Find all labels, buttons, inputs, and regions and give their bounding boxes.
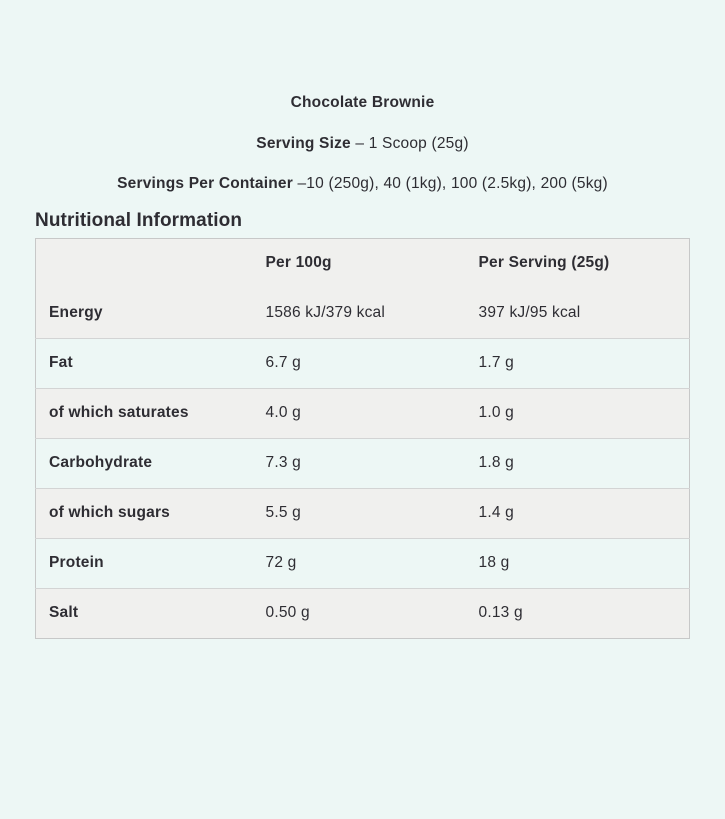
table-header-row: Per 100g Per Serving (25g) — [35, 238, 690, 289]
table-row: of which sugars 5.5 g 1.4 g — [35, 488, 690, 539]
row-label: Energy — [49, 303, 103, 321]
value-per-serving: 1.8 g — [478, 454, 514, 472]
value-per-serving: 0.13 g — [478, 604, 523, 622]
table-row: Protein 72 g 18 g — [35, 538, 690, 589]
value-per-100g: 7.3 g — [265, 454, 301, 472]
table-row: Energy 1586 kJ/379 kcal 397 kJ/95 kcal — [35, 288, 690, 339]
value-per-serving: 1.4 g — [478, 504, 514, 522]
table-row: Salt 0.50 g 0.13 g — [35, 588, 690, 639]
serving-size-line: Serving Size – 1 Scoop (25g) — [35, 135, 690, 154]
row-label: Fat — [49, 354, 73, 372]
section-heading: Nutritional Information — [35, 209, 243, 231]
product-title: Chocolate Brownie — [290, 94, 435, 111]
value-per-100g: 6.7 g — [265, 354, 301, 372]
nutrition-table-body: Energy 1586 kJ/379 kcal 397 kJ/95 kcal Fat 6… — [35, 288, 690, 639]
nutrition-page: Chocolate Brownie Serving Size – 1 Scoop… — [0, 94, 725, 639]
row-label: Carbohydrate — [49, 454, 153, 472]
value-per-serving: 397 kJ/95 kcal — [478, 303, 581, 321]
value-per-100g: 5.5 g — [265, 504, 301, 522]
value-per-serving: 1.7 g — [478, 354, 514, 372]
table-row: Fat 6.7 g 1.7 g — [35, 338, 690, 389]
value-per-100g: 1586 kJ/379 kcal — [265, 303, 386, 321]
table-row: of which saturates 4.0 g 1.0 g — [35, 388, 690, 439]
row-label: Salt — [49, 604, 79, 622]
table-row: Carbohydrate 7.3 g 1.8 g — [35, 438, 690, 489]
serving-size-value: – 1 Scoop (25g) — [355, 134, 469, 152]
servings-per-container-line: Servings Per Container –10 (250g), 40 (1… — [35, 175, 690, 194]
value-per-100g: 4.0 g — [265, 404, 301, 422]
value-per-serving: 18 g — [478, 554, 510, 572]
row-label: Protein — [49, 554, 104, 572]
header-per-100g: Per 100g — [265, 254, 332, 272]
servings-per-container-value: –10 (250g), 40 (1kg), 100 (2.5kg), 200 (… — [297, 175, 608, 193]
header-per-serving: Per Serving (25g) — [478, 254, 610, 272]
nutrition-table: Per 100g Per Serving (25g) Energy 1586 kJ… — [35, 237, 690, 639]
value-per-100g: 72 g — [265, 554, 297, 572]
servings-per-container-label: Servings Per Container — [117, 175, 293, 193]
row-label: of which sugars — [49, 504, 170, 522]
value-per-100g: 0.50 g — [265, 604, 310, 622]
header-spacer-cell — [36, 238, 266, 288]
serving-size-label: Serving Size — [256, 134, 351, 152]
row-label: of which saturates — [49, 404, 189, 422]
value-per-serving: 1.0 g — [478, 404, 514, 422]
